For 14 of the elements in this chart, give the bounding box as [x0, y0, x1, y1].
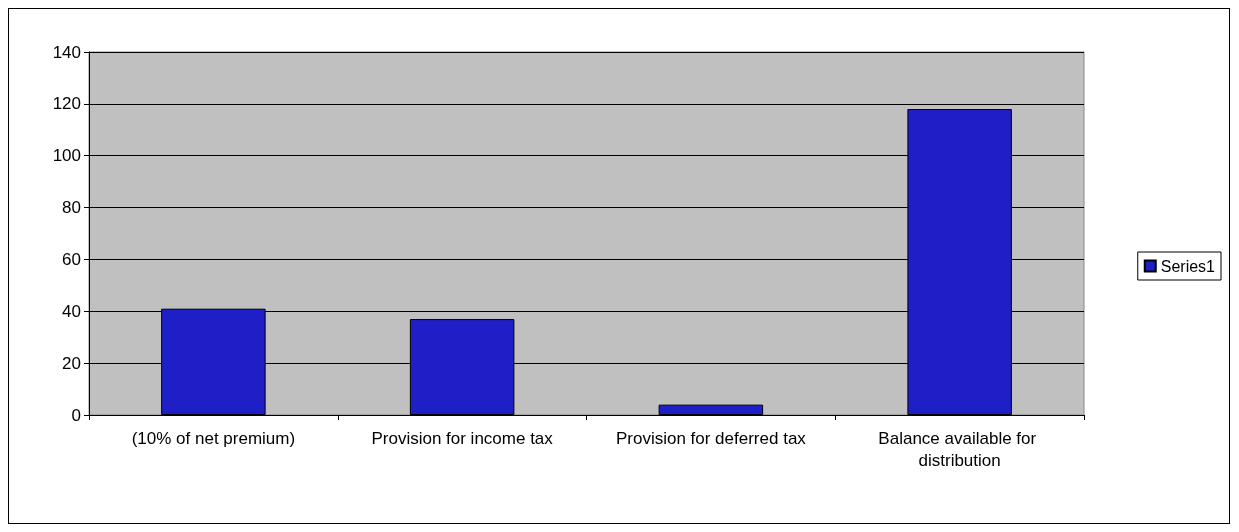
y-tick-label: 60	[62, 249, 81, 269]
y-tick-label: 0	[71, 405, 81, 425]
legend-label: Series1	[1160, 257, 1216, 275]
x-tick-label: Provision for deferred tax	[615, 428, 807, 448]
y-tick-label: 20	[62, 353, 81, 373]
y-tick-label: 100	[52, 146, 81, 166]
x-tick-label: (10% of net premium)	[131, 428, 296, 448]
x-tick-label: Balance available for distribution	[878, 428, 1041, 470]
y-tick-label: 80	[62, 198, 81, 218]
y-tick-label: 40	[62, 301, 81, 321]
y-tick-label: 140	[52, 42, 81, 62]
bar	[658, 404, 764, 415]
x-tick-label: Provision for income tax	[371, 428, 554, 448]
y-tick-label: 120	[52, 94, 81, 114]
